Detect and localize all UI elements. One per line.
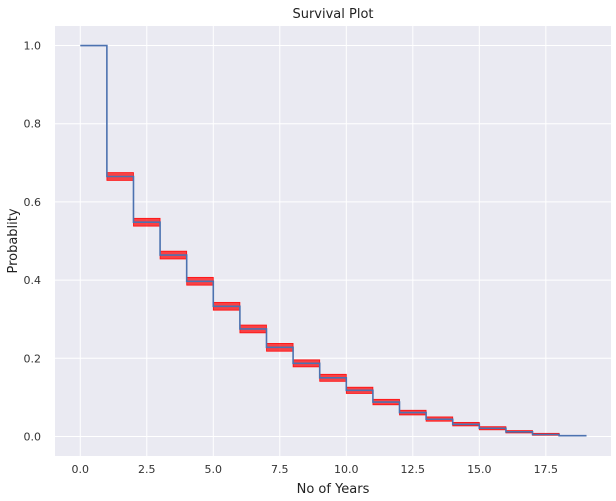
y-tick-label: 0.6 <box>24 196 42 209</box>
y-tick-label: 0.4 <box>24 274 42 287</box>
grid-lines <box>55 26 611 456</box>
x-tick-label: 15.0 <box>467 463 492 476</box>
y-tick-label: 0.2 <box>24 352 42 365</box>
series-layer <box>80 44 587 437</box>
plot-background <box>55 26 611 456</box>
y-tick-label: 0.8 <box>24 118 42 131</box>
x-tick-label: 12.5 <box>401 463 426 476</box>
x-tick-label: 7.5 <box>271 463 289 476</box>
y-tick-labels: 0.0 0.2 0.4 0.6 0.8 1.0 <box>24 40 42 444</box>
chart-title: Survival Plot <box>292 7 373 22</box>
x-tick-label: 0.0 <box>72 463 90 476</box>
y-tick-label: 1.0 <box>24 40 42 53</box>
x-tick-labels: 0.0 2.5 5.0 7.5 10.0 12.5 15.0 17.5 <box>72 463 559 476</box>
x-tick-label: 10.0 <box>334 463 359 476</box>
survival-step-line <box>80 44 587 437</box>
y-axis-label: Probablity <box>6 208 21 273</box>
x-axis-label: No of Years <box>297 482 370 497</box>
x-tick-label: 5.0 <box>205 463 223 476</box>
y-tick-label: 0.0 <box>24 430 42 443</box>
x-tick-label: 17.5 <box>534 463 559 476</box>
x-tick-label: 2.5 <box>138 463 156 476</box>
